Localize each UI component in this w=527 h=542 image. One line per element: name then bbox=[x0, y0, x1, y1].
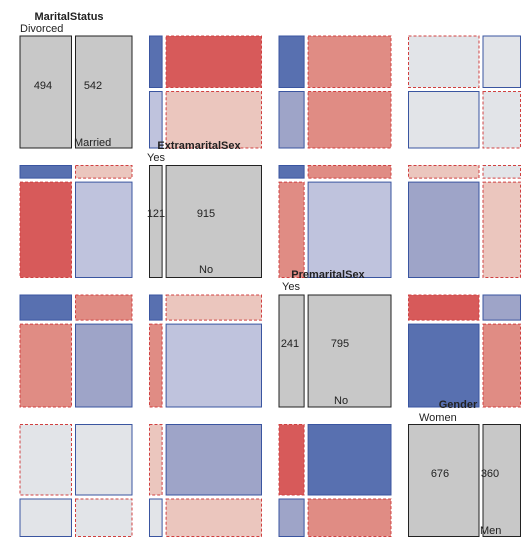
mosaic-tile-r3-c2-2-2 bbox=[165, 323, 263, 408]
level-label-divorced: Divorced bbox=[20, 23, 63, 35]
mosaic-tile-r3-c2-2-1 bbox=[165, 294, 263, 321]
mosaic-tile-r3-c4-1-1 bbox=[408, 294, 480, 321]
count-label-married: 542 bbox=[84, 80, 102, 92]
mosaic-tile-r1-c4-1-2 bbox=[408, 91, 480, 149]
mosaic-tile-r3-c4-2-2 bbox=[482, 323, 521, 408]
mosaic-tile-r2-c4-2-2 bbox=[482, 181, 521, 279]
level-label-premarital-no: No bbox=[334, 395, 348, 407]
var-title-maritalstatus: MaritalStatus bbox=[34, 11, 103, 23]
mosaic-tile-r2-c3-1-2 bbox=[278, 181, 305, 279]
mosaic-tile-r3-c1-1-1 bbox=[19, 294, 72, 321]
mosaic-tile-r4-c1-1-1 bbox=[19, 424, 72, 496]
diagonal-bar-maritalstatus-divorced bbox=[19, 35, 72, 149]
mosaic-tile-r4-c2-1-2 bbox=[149, 498, 163, 537]
mosaic-tile-r1-c4-2-2 bbox=[482, 91, 521, 149]
mosaic-tile-r3-c2-1-1 bbox=[149, 294, 163, 321]
mosaic-tile-r4-c1-2-1 bbox=[75, 424, 133, 496]
level-label-premarital-yes: Yes bbox=[282, 281, 300, 293]
mosaic-tile-r2-c1-1-1 bbox=[19, 165, 72, 179]
diagonal-bar-extramaritalsex-no bbox=[165, 165, 263, 278]
mosaic-tile-r1-c3-2-2 bbox=[307, 91, 392, 149]
mosaic-tile-r2-c1-1-2 bbox=[19, 181, 72, 279]
mosaic-tile-r2-c4-1-1 bbox=[408, 165, 480, 179]
count-label-extramarital-no: 915 bbox=[197, 208, 215, 220]
mosaic-tile-r1-c3-1-2 bbox=[278, 91, 305, 149]
mosaic-tile-r3-c4-1-2 bbox=[408, 323, 480, 408]
level-label-women: Women bbox=[419, 412, 457, 424]
mosaic-tile-r4-c1-2-2 bbox=[75, 498, 133, 537]
level-label-men: Men bbox=[480, 525, 501, 537]
diagonal-bar-gender-women bbox=[408, 424, 480, 537]
mosaic-tile-r3-c4-2-1 bbox=[482, 294, 521, 321]
mosaic-tile-r2-c1-2-2 bbox=[75, 181, 133, 279]
mosaic-tile-r3-c2-1-2 bbox=[149, 323, 163, 408]
count-label-divorced: 494 bbox=[34, 80, 52, 92]
mosaic-tile-r4-c3-2-2 bbox=[307, 498, 392, 537]
mosaic-tile-r4-c2-2-1 bbox=[165, 424, 263, 496]
mosaic-tile-r4-c3-1-1 bbox=[278, 424, 305, 496]
mosaic-tile-r2-c1-2-1 bbox=[75, 165, 133, 179]
mosaic-tile-r4-c2-2-2 bbox=[165, 498, 263, 537]
mosaic-tile-r4-c3-2-1 bbox=[307, 424, 392, 496]
mosaic-tile-r4-c3-1-2 bbox=[278, 498, 305, 537]
mosaic-tile-r2-c3-1-1 bbox=[278, 165, 305, 179]
count-label-premarital-no: 795 bbox=[331, 338, 349, 350]
mosaic-tile-r1-c3-1-1 bbox=[278, 35, 305, 88]
var-title-premaritalsex: PremaritalSex bbox=[291, 269, 365, 281]
mosaic-tile-r1-c4-1-1 bbox=[408, 35, 480, 88]
count-label-premarital-yes: 241 bbox=[281, 338, 299, 350]
level-label-extramarital-no: No bbox=[199, 264, 213, 276]
mosaic-tile-r1-c2-1-2 bbox=[149, 91, 163, 149]
diagonal-bar-maritalstatus-married bbox=[75, 35, 133, 149]
count-label-women: 676 bbox=[431, 468, 449, 480]
mosaic-tile-r2-c4-2-1 bbox=[482, 165, 521, 179]
mosaic-marks bbox=[19, 35, 521, 537]
mosaic-tile-r4-c2-1-1 bbox=[149, 424, 163, 496]
mosaic-tile-r3-c1-2-2 bbox=[75, 323, 133, 408]
count-label-men: 360 bbox=[481, 468, 499, 480]
level-label-married: Married bbox=[74, 137, 111, 149]
mosaic-tile-r1-c4-2-1 bbox=[482, 35, 521, 88]
mosaic-tile-r4-c1-1-2 bbox=[19, 498, 72, 537]
mosaic-tile-r2-c3-2-1 bbox=[307, 165, 392, 179]
var-title-extramaritalsex: ExtramaritalSex bbox=[157, 140, 241, 152]
var-title-gender: Gender bbox=[439, 399, 478, 411]
diagonal-bar-premaritalsex-no bbox=[307, 294, 392, 408]
level-label-extramarital-yes: Yes bbox=[147, 152, 165, 164]
mosaic-tile-r3-c1-2-1 bbox=[75, 294, 133, 321]
diagonal-bar-gender-men bbox=[482, 424, 521, 537]
mosaic-tile-r3-c1-1-2 bbox=[19, 323, 72, 408]
count-label-extramarital-yes: 121 bbox=[147, 208, 165, 220]
mosaic-tile-r1-c2-2-2 bbox=[165, 91, 263, 149]
diagonal-bar-extramaritalsex-yes bbox=[149, 165, 163, 278]
mosaic-tile-r2-c4-1-2 bbox=[408, 181, 480, 279]
mosaic-tile-r1-c3-2-1 bbox=[307, 35, 392, 88]
mosaic-tile-r1-c2-1-1 bbox=[149, 35, 163, 88]
mosaic-tile-r2-c3-2-2 bbox=[307, 181, 392, 279]
diagonal-bar-premaritalsex-yes bbox=[278, 294, 305, 408]
mosaic-tile-r1-c2-2-1 bbox=[165, 35, 263, 88]
